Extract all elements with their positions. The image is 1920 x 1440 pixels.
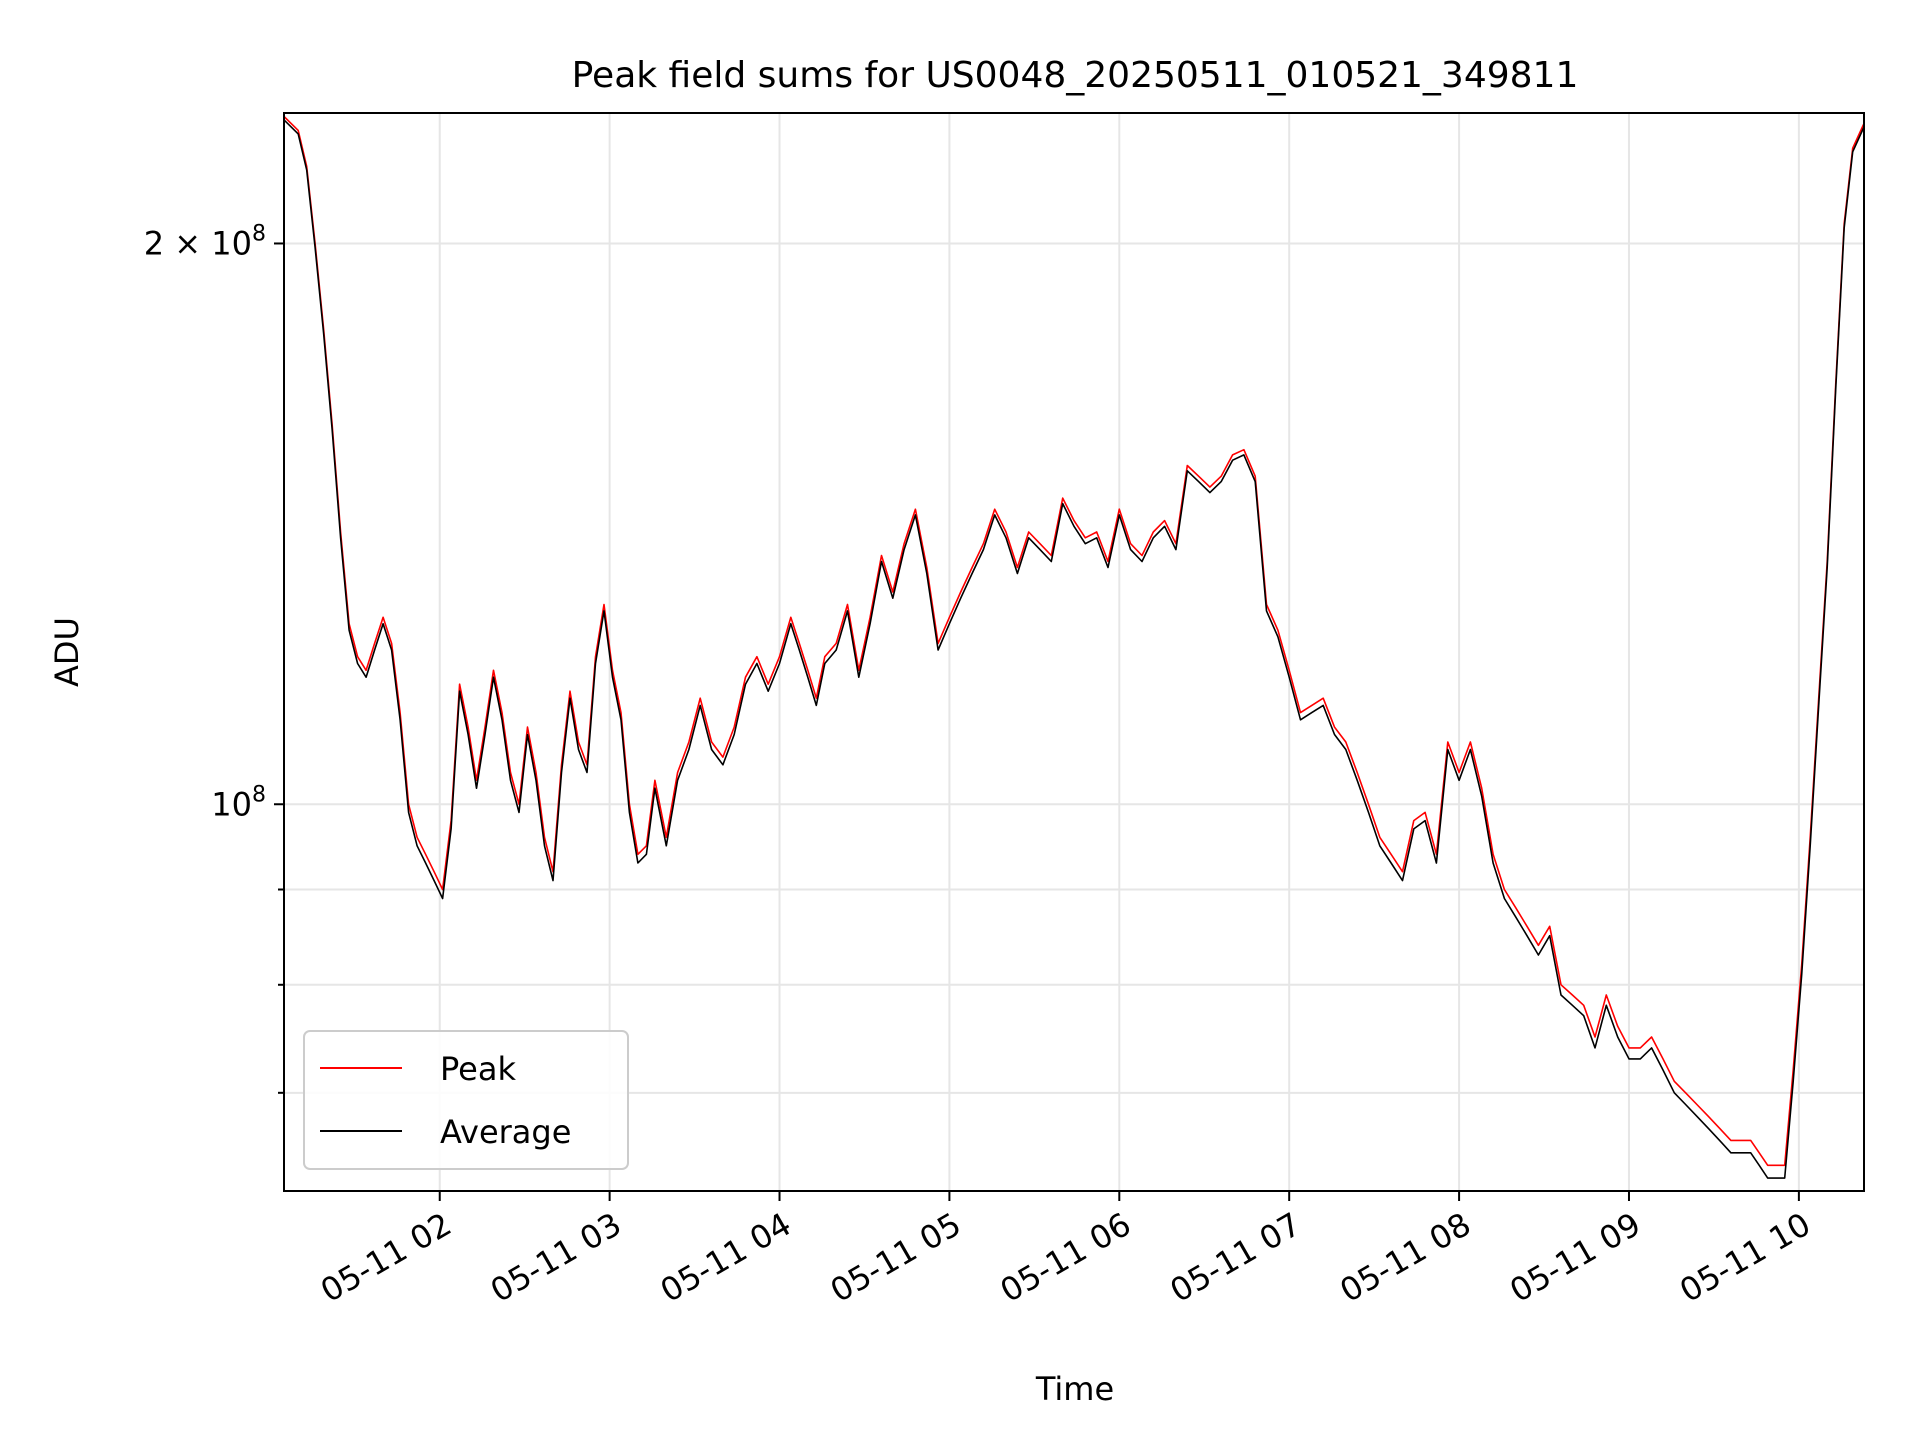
y-tick-label: 2 × 108	[144, 221, 266, 262]
chart-title: Peak field sums for US0048_20250511_0105…	[572, 55, 1579, 96]
series-line-peak	[284, 115, 1864, 1167]
series-line-average	[284, 119, 1864, 1179]
legend: Peak Average	[303, 1030, 629, 1170]
y-axis-label: ADU	[48, 617, 86, 687]
y-tick-label: 108	[211, 782, 266, 823]
legend-label-average: Average	[440, 1113, 571, 1151]
plot-frame	[283, 112, 1865, 1192]
grid	[284, 113, 1864, 1191]
series-layer	[284, 115, 1864, 1179]
legend-label-peak: Peak	[440, 1050, 516, 1088]
legend-box	[303, 1030, 629, 1170]
x-axis-label: Time	[1035, 1370, 1114, 1408]
y-axis-ticks: 108 2 × 108	[144, 221, 284, 1094]
